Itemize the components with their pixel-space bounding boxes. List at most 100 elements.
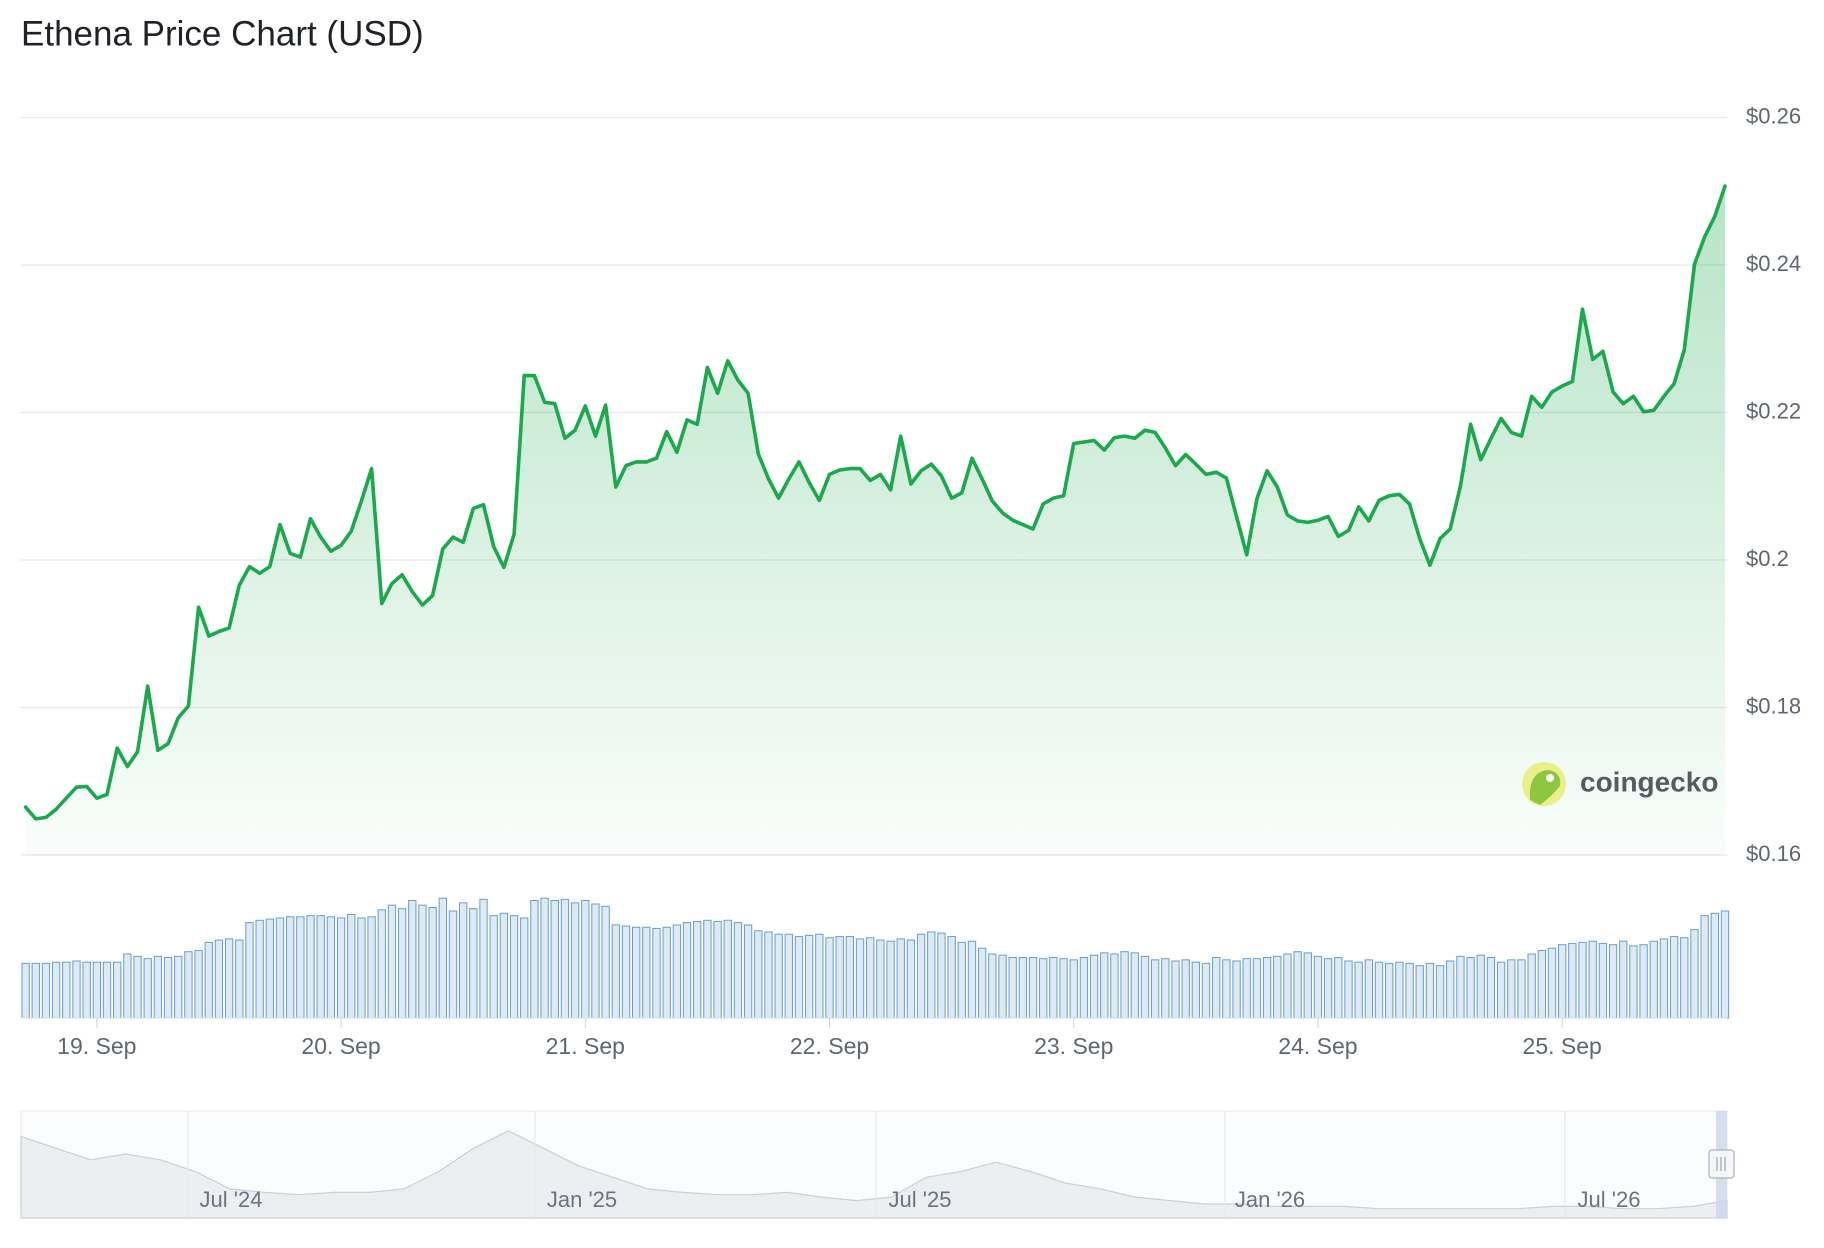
volume-bar [1273,955,1282,1019]
volume-bar [652,927,661,1019]
volume-bar [703,919,712,1019]
volume-bar [866,937,875,1019]
volume-bar [1354,961,1363,1019]
volume-bar [72,960,81,1019]
volume-bar [1313,955,1323,1019]
navigator-label: Jul '24 [200,1187,263,1212]
volume-bar [1659,938,1669,1019]
volume-bar [408,900,417,1019]
volume-bar [1456,955,1465,1019]
y-tick-label: $0.24 [1746,251,1801,276]
volume-bar [1700,915,1709,1019]
volume-bar [1619,940,1628,1019]
volume-bar [998,954,1007,1019]
watermark-text: coingecko [1580,766,1718,797]
volume-bar [1089,954,1099,1019]
volume-bar [1517,959,1526,1019]
volume-bar [31,962,40,1019]
volume-bar [977,947,987,1019]
volume-bar [1161,958,1170,1019]
volume-bar [92,961,101,1019]
volume-bar [1547,947,1557,1019]
volume-bar [357,917,366,1019]
volume-bar [1690,929,1699,1019]
volume-bar [1598,943,1608,1019]
volume-bar [1334,957,1343,1019]
volume-bar [1100,952,1109,1019]
volume-bar [1293,951,1302,1019]
navigator-label: Jan '25 [547,1187,617,1212]
volume-bar [1232,960,1241,1019]
volume-bar [835,936,844,1019]
volume-bar [906,939,916,1019]
volume-bar [133,955,142,1019]
volume-bar [1049,957,1058,1019]
volume-bar [336,917,346,1019]
volume-bar [1323,958,1333,1019]
volume-bar [1425,962,1435,1019]
x-tick-label: 19. Sep [57,1033,136,1059]
volume-bar [1262,957,1272,1019]
volume-bar [1039,958,1048,1019]
volume-bar [916,933,926,1019]
volume-bar [509,915,519,1019]
volume-bar [194,950,203,1019]
volume-bar [1201,962,1211,1019]
volume-bar [784,933,793,1019]
volume-bar [845,936,855,1019]
volume-bar [1212,957,1221,1019]
volume-bar [682,922,692,1019]
price-area [25,186,1726,856]
volume-bar [397,908,407,1019]
volume-bar [143,958,152,1019]
volume-bar [418,904,427,1019]
volume-bar [1486,957,1496,1019]
navigator-label: Jan '26 [1235,1187,1305,1212]
volume-bar [957,941,966,1019]
volume-bar [1181,959,1190,1019]
volume-bar [479,898,488,1019]
volume-bar [1283,953,1292,1019]
volume-bar [296,916,305,1019]
volume-bar [265,918,274,1019]
x-tick-label: 21. Sep [546,1033,625,1059]
volume-bar [41,962,51,1019]
volume-bar [804,934,814,1019]
volume-bar [1629,945,1638,1019]
volume-bar [1344,960,1353,1019]
volume-bar [1364,959,1374,1019]
volume-bar [1649,940,1658,1019]
volume-bar [1252,958,1262,1019]
volume-bar [621,925,631,1019]
volume-bar [1110,953,1119,1019]
x-tick-label: 25. Sep [1523,1033,1602,1059]
volume-bar [1018,957,1028,1019]
volume-bar [1140,955,1150,1019]
volume-bar [1680,937,1689,1019]
volume-bar [1079,957,1089,1019]
volume-bar [601,905,610,1019]
volume-bar [927,931,936,1019]
volume-bar [1059,958,1068,1019]
volume-bar [855,938,865,1019]
volume-bar [1191,961,1201,1019]
volume-bar [1578,941,1587,1019]
volume-bar [174,955,183,1019]
volume-bar [102,961,112,1019]
volume-bar [438,897,447,1019]
volume-bar [642,926,651,1019]
volume-bar [1466,957,1475,1019]
y-tick-label: $0.22 [1746,398,1801,423]
volume-bar [347,913,356,1019]
volume-bar [591,903,600,1019]
volume-bar [123,953,132,1019]
volume-bar [1496,961,1506,1019]
volume-bar [1130,952,1139,1019]
volume-bar [1446,960,1455,1019]
navigator-area [20,1130,1728,1219]
volume-bar [876,939,885,1019]
volume-bar [540,897,549,1019]
volume-bar [560,898,570,1019]
volume-bar [316,915,325,1019]
